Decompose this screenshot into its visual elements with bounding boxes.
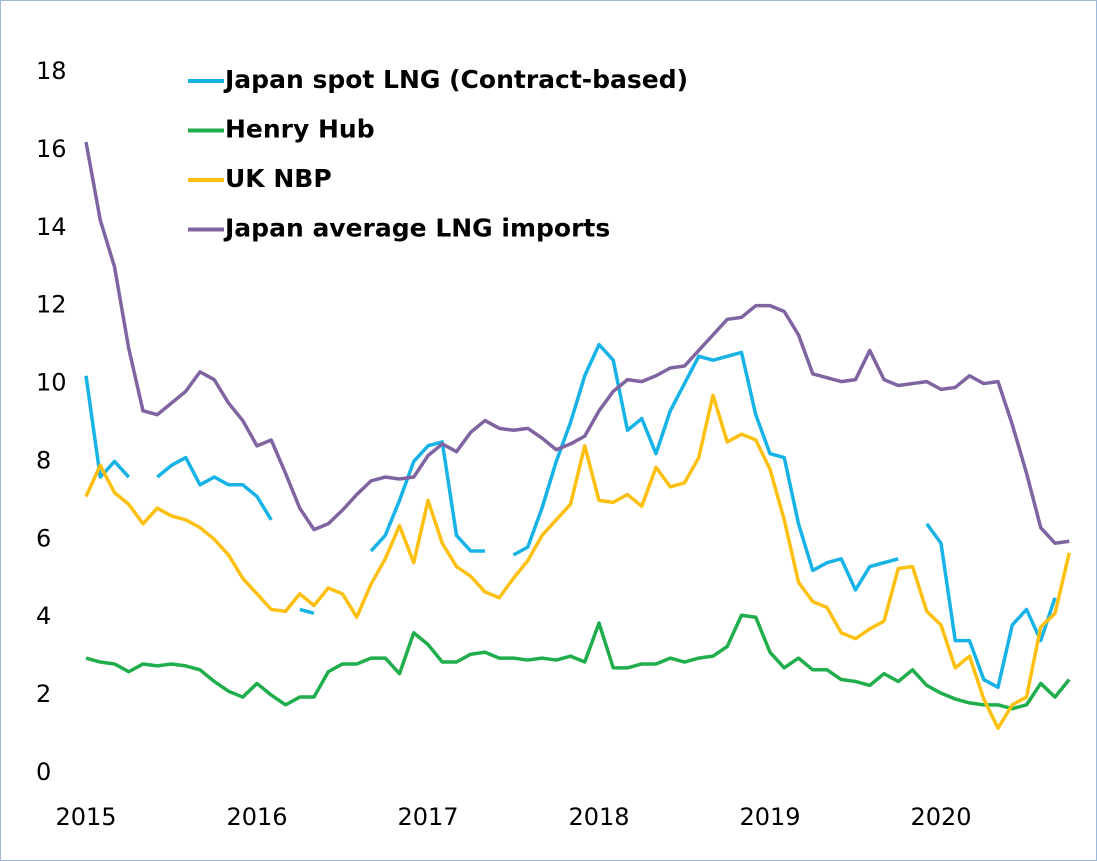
x-tick-label: 2018 [568,803,629,831]
y-tick-label: 14 [36,213,67,241]
legend-label: Henry Hub [225,115,375,144]
y-tick-label: 12 [36,291,67,319]
series-line [84,141,1070,545]
y-tick-label: 6 [36,524,51,552]
y-tick-label: 0 [36,758,51,786]
legend-label: Japan spot LNG (Contract-based) [223,65,688,94]
x-tick-label: 2020 [910,803,971,831]
y-tick-label: 16 [36,135,67,163]
series-line [85,613,1071,711]
y-tick-label: 18 [36,57,67,85]
x-tick-label: 2016 [226,803,287,831]
y-tick-label: 10 [36,369,67,397]
x-tick-label: 2019 [739,803,800,831]
series-line [84,393,1071,730]
x-tick-label: 2015 [55,803,116,831]
y-tick-label: 4 [36,602,51,630]
y-tick-label: 8 [36,446,51,474]
series-line [84,342,1057,690]
legend-label: Japan average LNG imports [223,214,610,243]
y-tick-label: 2 [36,680,51,708]
legend-label: UK NBP [225,164,332,193]
x-tick-label: 2017 [397,803,458,831]
